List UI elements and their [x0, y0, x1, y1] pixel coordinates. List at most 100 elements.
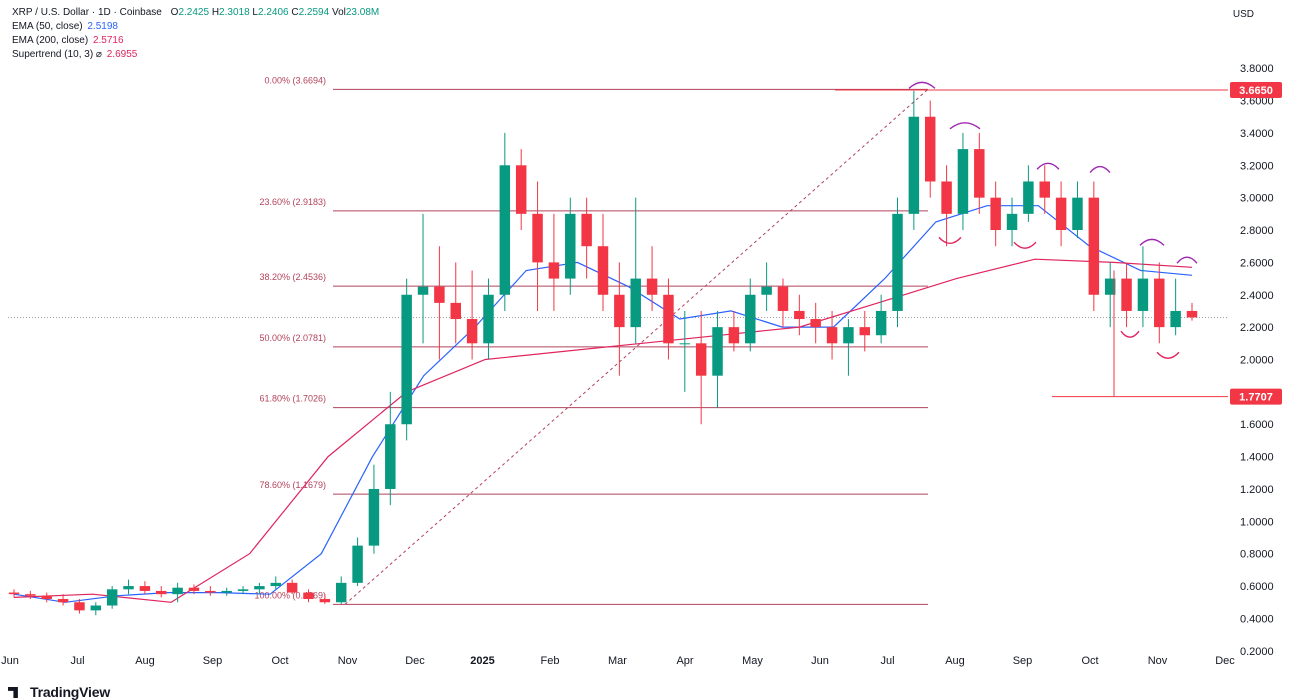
candle-body	[57, 599, 69, 603]
x-tick-label: Jul	[880, 655, 894, 667]
candle-body	[221, 590, 232, 593]
pattern-arc	[1156, 351, 1180, 359]
candle-body	[597, 246, 609, 295]
ohlc-high-value: 2.3018	[219, 7, 250, 18]
tradingview-logo-icon	[8, 687, 18, 698]
x-tick-label: Sep	[203, 655, 223, 667]
candle-body	[434, 286, 445, 303]
candle-body	[401, 294, 412, 425]
y-tick-label: 3.4000	[1240, 128, 1274, 140]
time-axis[interactable]: Jun Jul Aug Sep Oct Nov Dec 2025 Feb Mar Apr May Jun…	[1, 655, 1235, 667]
ema200-line	[13, 258, 1193, 603]
candle-body	[1006, 213, 1018, 231]
x-tick-label: Jun	[1, 655, 19, 667]
candle-body	[728, 327, 740, 344]
fib-trend-line	[344, 88, 929, 605]
candle-body	[286, 582, 298, 593]
chart-legend: XRP / U.S. Dollar · 1D · Coinbase O2.242…	[12, 6, 379, 62]
candle-body	[25, 594, 36, 596]
tradingview-logo[interactable]: TradingView	[8, 684, 110, 700]
candle-body	[892, 213, 903, 311]
y-tick-label: 0.6000	[1240, 581, 1274, 593]
y-tick-label: 2.4000	[1240, 290, 1274, 302]
candle-body	[466, 319, 478, 344]
candle-body	[483, 294, 494, 344]
symbol-title[interactable]: XRP / U.S. Dollar · 1D · Coinbase	[12, 7, 162, 18]
x-tick-label: May	[742, 655, 763, 667]
candle-body	[8, 592, 20, 595]
candle-body	[1055, 197, 1067, 231]
supertrend-label: Supertrend (10, 3) ⌀	[12, 49, 102, 60]
pattern-arc	[1176, 256, 1198, 264]
candle-body	[1088, 197, 1100, 295]
ema50-value: 2.5198	[87, 21, 118, 32]
ema50-label: EMA (50, close)	[12, 21, 83, 32]
fib-level-label: 50.00% (2.0781)	[259, 333, 326, 343]
candle-body	[941, 181, 952, 214]
x-tick-label: Oct	[271, 655, 288, 667]
ohlc-open-key: O	[170, 7, 179, 18]
fib-level-label: 38.20% (2.4536)	[259, 272, 326, 282]
pattern-arc	[949, 122, 981, 130]
pattern-arc	[1036, 162, 1060, 170]
ohlc-low-key: L	[252, 7, 258, 18]
candle-body	[1039, 181, 1050, 198]
x-tick-label: Dec	[1215, 655, 1235, 667]
pattern-arc	[1013, 241, 1037, 249]
price-marker-badge[interactable]	[1230, 388, 1282, 405]
pattern-arc	[1120, 330, 1140, 338]
candle-body	[1154, 278, 1165, 328]
candle-body	[1072, 197, 1083, 231]
candle-body	[532, 213, 543, 263]
candle-body	[417, 286, 429, 295]
candle-body	[826, 327, 838, 344]
candle-body	[614, 294, 625, 328]
candle-body	[663, 294, 674, 344]
candle-body	[123, 586, 134, 590]
candle-body	[990, 197, 1001, 231]
price-marker-badge[interactable]	[1230, 82, 1282, 99]
y-tick-label: 1.6000	[1240, 419, 1274, 431]
candle-body	[924, 116, 936, 182]
supertrend-value: 2.6955	[106, 49, 138, 60]
candle-body	[106, 589, 118, 606]
candle-body	[515, 165, 527, 214]
candle-body	[794, 310, 805, 320]
price-marker-text: 3.6650	[1239, 85, 1273, 97]
fibonacci-retracement[interactable]: 0.00% (3.6694) 23.60% (2.9183) 38.20% (2.4…	[254, 75, 929, 605]
candle-body	[875, 310, 887, 336]
y-tick-label: 3.0000	[1240, 193, 1274, 205]
candle-body	[319, 599, 331, 603]
y-tick-label: 2.0000	[1240, 355, 1274, 367]
supertrend-row[interactable]: Supertrend (10, 3) ⌀ 2.6955	[12, 48, 379, 62]
x-tick-label: Jun	[811, 655, 829, 667]
candle-body	[745, 294, 756, 344]
candle-body	[908, 116, 920, 214]
candle-body	[41, 595, 52, 600]
ema50-row[interactable]: EMA (50, close) 2.5198	[12, 20, 379, 34]
candle-body	[139, 586, 151, 591]
ema200-row[interactable]: EMA (200, close) 2.5716	[12, 34, 379, 48]
tradingview-logo-text: TradingView	[30, 684, 111, 700]
candle-body	[843, 327, 854, 344]
candle-body	[581, 213, 592, 247]
y-tick-label: 3.6000	[1240, 96, 1274, 108]
y-tick-label: 3.8000	[1240, 63, 1274, 75]
y-tick-label: 1.2000	[1240, 484, 1274, 496]
candle-body	[761, 286, 772, 295]
candle-body	[450, 302, 461, 320]
y-tick-label: 2.8000	[1240, 225, 1274, 237]
x-tick-label: Apr	[676, 655, 693, 667]
x-tick-label: Feb	[541, 655, 560, 667]
candle-body	[385, 424, 396, 489]
candle-body	[335, 582, 347, 603]
fib-level-label: 23.60% (2.9183)	[259, 197, 326, 207]
currency-label[interactable]: USD	[1232, 9, 1254, 20]
candle-body	[810, 319, 821, 328]
fib-level-label: 78.60% (1.1679)	[259, 480, 326, 490]
y-tick-label: 1.4000	[1240, 452, 1274, 464]
candle-body	[565, 213, 576, 279]
price-axis[interactable]: 3.8000 3.6000 3.4000 3.2000 3.0000 2.8000 2.60…	[1230, 63, 1282, 658]
ohlc-high-key: H	[211, 7, 220, 18]
